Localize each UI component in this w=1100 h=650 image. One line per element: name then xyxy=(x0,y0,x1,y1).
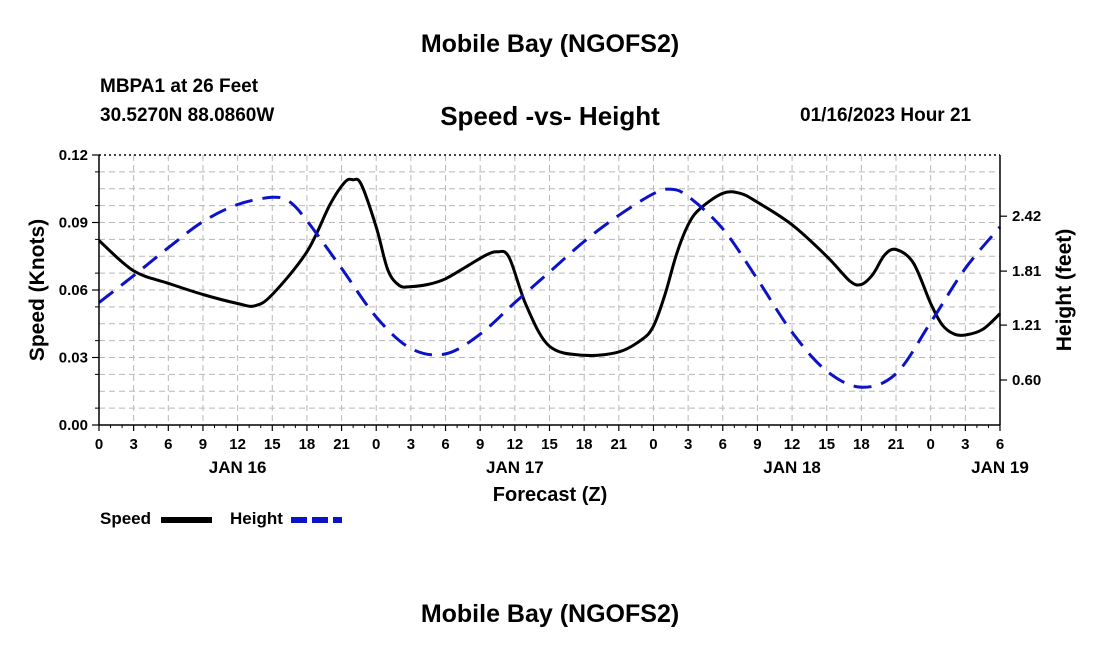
y-tick-label: 0.12 xyxy=(59,147,88,164)
forecast-datetime: 01/16/2023 Hour 21 xyxy=(800,105,972,126)
x-tick-label: 18 xyxy=(576,436,593,453)
x-date-label: JAN 16 xyxy=(209,458,267,477)
x-tick-label: 12 xyxy=(229,436,246,453)
y-tick-label: 0.09 xyxy=(59,215,88,232)
x-tick-label: 9 xyxy=(199,436,207,453)
chart-canvas: 0 3 6 9 12 15 18 21 0 3 6 9 12 15 18 21 0 3 6 9 12 15 18 21 0 3 6 J… xyxy=(26,147,1076,523)
x-tick-label: 15 xyxy=(541,436,558,453)
x-tick-label: 0 xyxy=(372,436,380,453)
x-tick-label: 18 xyxy=(299,436,316,453)
station-label: MBPA1 at 26 Feet xyxy=(100,76,259,97)
axis-labels: 0 3 6 9 12 15 18 21 0 3 6 9 12 15 18 21 0 3 6 9 12 15 18 21 0 3 6 J… xyxy=(26,147,1076,506)
x-date-label: JAN 18 xyxy=(763,458,821,477)
speed-series-line xyxy=(97,177,1002,358)
x-tick-label: 9 xyxy=(753,436,761,453)
x-tick-label: 3 xyxy=(407,436,415,453)
x-tick-label: 3 xyxy=(684,436,692,453)
x-tick-label: 6 xyxy=(719,436,727,453)
x-tick-label: 15 xyxy=(818,436,835,453)
x-tick-label: 0 xyxy=(95,436,103,453)
x-tick-label: 3 xyxy=(961,436,969,453)
y-tick-label: 0.00 xyxy=(59,417,88,434)
y2-tick-label: 2.42 xyxy=(1012,208,1041,225)
axes xyxy=(92,154,1007,431)
y-axis-title: Speed (Knots) xyxy=(26,219,49,361)
height-series-line xyxy=(98,187,1002,389)
x-tick-label: 0 xyxy=(649,436,657,453)
x-tick-label: 15 xyxy=(264,436,281,453)
x-tick-label: 6 xyxy=(996,436,1004,453)
series-layer xyxy=(97,177,1002,389)
x-axis-title: Forecast (Z) xyxy=(493,484,607,506)
y2-tick-label: 0.60 xyxy=(1012,372,1041,389)
coordinates-label: 30.5270N 88.0860W xyxy=(100,105,275,126)
x-tick-label: 12 xyxy=(507,436,524,453)
x-tick-label: 12 xyxy=(784,436,801,453)
x-tick-label: 21 xyxy=(888,436,905,453)
legend-height-label: Height xyxy=(230,509,283,528)
y-tick-label: 0.06 xyxy=(59,282,88,299)
x-tick-label: 9 xyxy=(476,436,484,453)
title-bottom: Mobile Bay (NGOFS2) xyxy=(420,600,680,628)
legend-speed-label: Speed xyxy=(100,509,152,528)
y2-axis-title: Height (feet) xyxy=(1053,229,1076,352)
y2-tick-label: 1.81 xyxy=(1012,263,1041,280)
x-tick-label: 21 xyxy=(610,436,627,453)
y2-tick-label: 1.21 xyxy=(1012,317,1041,334)
x-tick-label: 6 xyxy=(441,436,449,453)
x-tick-label: 21 xyxy=(333,436,350,453)
x-tick-label: 3 xyxy=(129,436,137,453)
y-tick-label: 0.03 xyxy=(59,350,88,367)
chart-subtitle: Speed -vs- Height xyxy=(440,101,660,131)
x-tick-label: 6 xyxy=(164,436,172,453)
x-date-label: JAN 19 xyxy=(971,458,1029,477)
x-date-label: JAN 17 xyxy=(486,458,544,477)
title-top: Mobile Bay (NGOFS2) xyxy=(420,30,680,58)
x-tick-label: 18 xyxy=(853,436,870,453)
x-tick-label: 0 xyxy=(927,436,935,453)
grid xyxy=(99,155,1000,425)
